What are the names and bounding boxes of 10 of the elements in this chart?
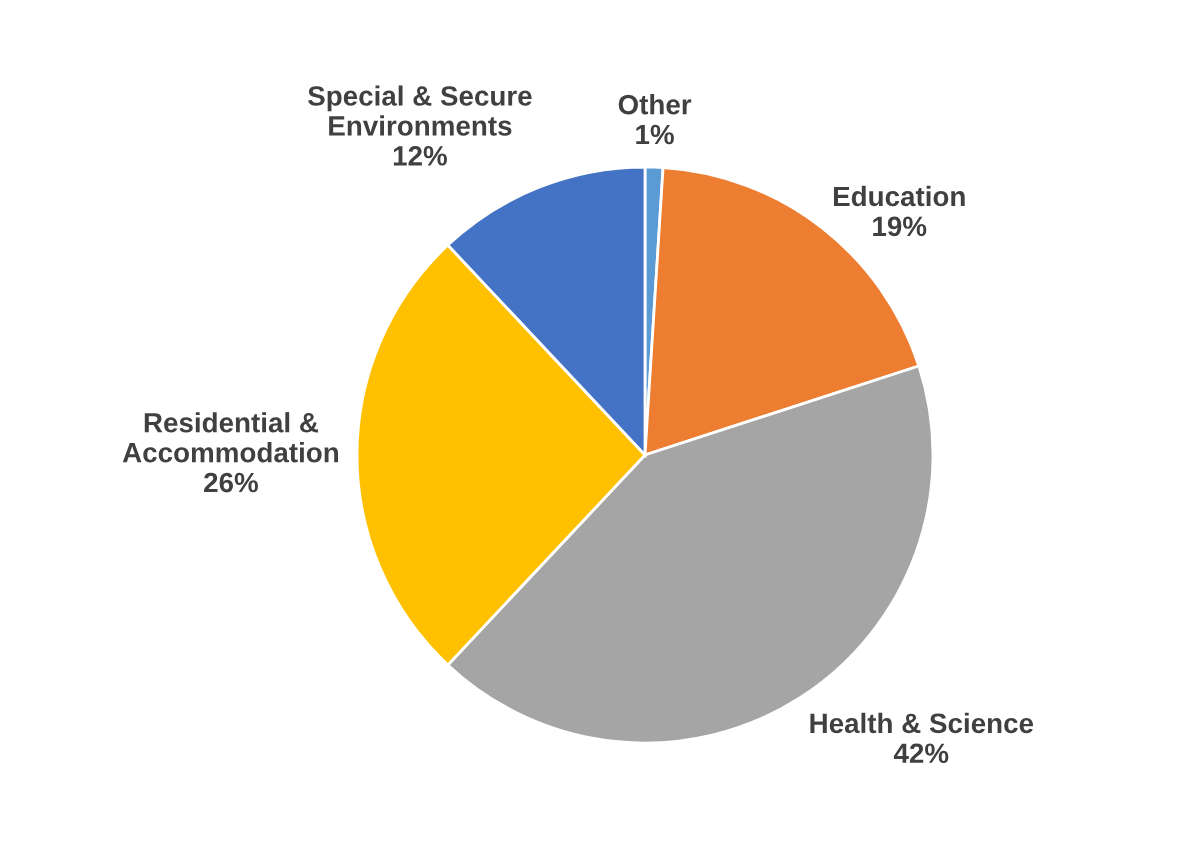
data-label: 12% bbox=[393, 146, 447, 166]
data-label: 19% bbox=[873, 216, 927, 237]
data-label: 42% bbox=[893, 743, 949, 764]
data-label: 1% bbox=[636, 124, 674, 145]
slice-label: Education bbox=[833, 185, 965, 207]
data-label: 26% bbox=[204, 472, 258, 493]
slice-label: Special & Secure Environments bbox=[308, 85, 532, 136]
slice-label: Health & Science bbox=[810, 712, 1034, 734]
slice-label: Other bbox=[618, 94, 692, 115]
slice-label: Residential & Accommodation bbox=[122, 412, 339, 463]
